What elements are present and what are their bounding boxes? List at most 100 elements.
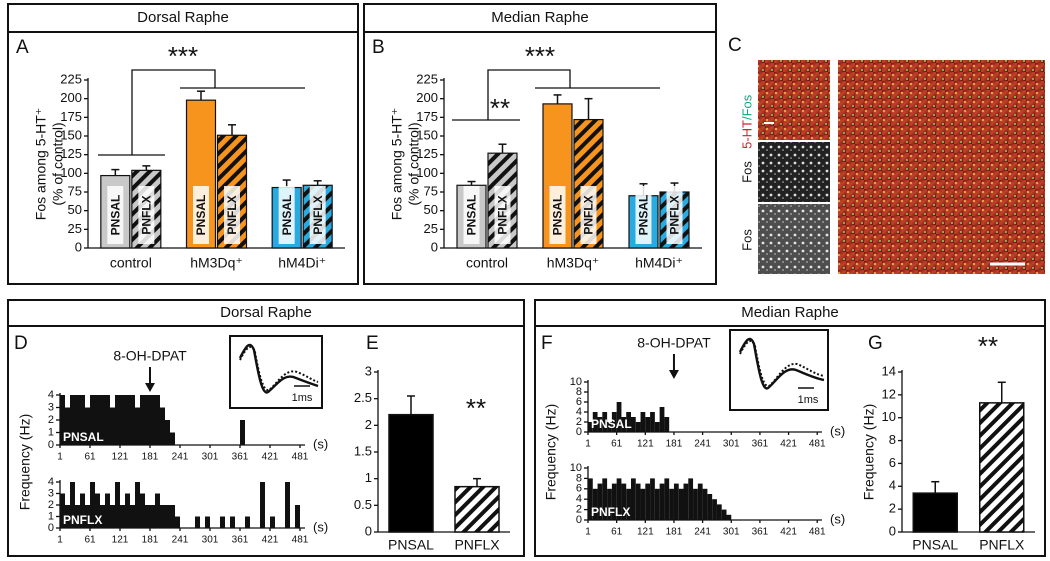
hist-bar (110, 407, 115, 445)
x-tick-label: 301 (202, 535, 219, 546)
y-tick-label: 4 (576, 406, 582, 418)
y-tick-label: 3 (48, 487, 54, 499)
x-tick-label: 361 (232, 452, 249, 463)
series-label: PNFLX (225, 195, 239, 234)
hist-bar (165, 420, 170, 445)
hist-bar (205, 516, 210, 528)
hist-bar (160, 505, 165, 528)
y-tick-label: 2.5 (354, 390, 372, 405)
hist-bar (716, 504, 722, 520)
y-tick-label: 8 (576, 472, 582, 484)
series-label: PNFLX (140, 195, 154, 234)
significance: *** (168, 41, 198, 71)
inset-box (729, 329, 829, 411)
hist-bar (650, 412, 655, 432)
hist-bar (100, 395, 105, 445)
hist-bar (85, 407, 90, 445)
x-tick-label: 121 (637, 439, 654, 450)
x-axis-label: (s) (313, 519, 328, 534)
hist-bar (607, 488, 612, 520)
hist-bar (75, 505, 80, 528)
y-tick-label: 1 (365, 470, 372, 485)
hist-bar (140, 493, 145, 528)
y-tick-label: 75 (424, 183, 438, 198)
y-tick-label: 10 (570, 462, 582, 474)
y-tick-label: 8 (576, 386, 582, 398)
significance: ** (490, 93, 510, 123)
y-tick-label: 4 (889, 478, 896, 493)
micrograph (758, 60, 830, 140)
x-tick-label: 1 (585, 527, 591, 538)
x-tick-label: 181 (142, 452, 159, 463)
hist-bar (683, 483, 689, 520)
hist-bar (588, 478, 593, 520)
hist-bar (616, 402, 622, 432)
panel-header: Median Raphe (741, 304, 839, 321)
hist-bar (240, 420, 245, 445)
series-label: PNFLX (311, 195, 325, 234)
hist-bar (650, 478, 655, 520)
x-tick-label: hM3Dq⁺ (190, 255, 243, 271)
hist-bar (635, 422, 641, 432)
x-tick-label: PNSAL (388, 537, 434, 553)
image-label: /Fos (739, 94, 754, 120)
series-label: PNFLX (668, 195, 682, 234)
series-label: PNSAL (280, 195, 294, 236)
x-tick-label: PNSAL (912, 537, 958, 553)
x-tick-label: 301 (723, 439, 740, 450)
micrograph (758, 204, 830, 274)
hist-bar (125, 493, 130, 528)
y-tick-label: 6 (889, 455, 896, 470)
panel-box (363, 3, 717, 285)
hist-bar (125, 395, 130, 445)
y-tick-label: 100 (416, 165, 438, 180)
hist-bar (145, 505, 150, 528)
hist-bar (70, 482, 75, 528)
hist-bar (630, 417, 636, 432)
y-tick-label: 10 (570, 376, 582, 388)
hist-bar (120, 395, 125, 445)
panel-box (7, 3, 359, 285)
y-tick-label: 14 (882, 363, 896, 378)
y-tick-label: 150 (60, 127, 82, 142)
x-tick-label: 181 (142, 535, 159, 546)
hist-bar (295, 505, 300, 528)
y-tick-label: 175 (416, 109, 438, 124)
arrow-head (145, 383, 155, 392)
hist-bar (664, 417, 670, 432)
hist-bar (640, 488, 646, 520)
bracket (487, 69, 571, 120)
significance: ** (466, 393, 486, 423)
hist-bar (611, 483, 617, 520)
y-tick-label: 75 (68, 183, 82, 198)
y-tick-label: 4 (48, 389, 54, 401)
bar-label-bg (138, 186, 155, 244)
y-tick-label: 50 (424, 202, 438, 217)
y-tick-label: 0 (365, 523, 372, 538)
y-tick-label: 25 (68, 221, 82, 236)
panel-letter: C (728, 35, 742, 56)
hist-bar (659, 407, 665, 432)
significance: *** (525, 41, 555, 71)
panel-box (534, 299, 1046, 557)
hist-bar (721, 509, 727, 520)
y-tick-label: 25 (424, 221, 438, 236)
annotation: 8-OH-DPAT (113, 348, 187, 364)
hist-bar (110, 505, 115, 528)
bar-label-bg (549, 186, 566, 244)
x-tick-label: 1 (57, 452, 63, 463)
x-tick-label: 421 (262, 535, 279, 546)
x-tick-label: 361 (232, 535, 249, 546)
y-tick-label: 4 (48, 476, 54, 488)
y-tick-label: 0 (576, 514, 582, 526)
series-label: PNSAL (194, 195, 208, 236)
hist-bar (130, 395, 135, 445)
x-tick-label: 481 (809, 527, 826, 538)
inset-scale: 1ms (292, 392, 313, 404)
bar-label-bg (580, 186, 597, 244)
hist-bar (607, 422, 612, 432)
x-tick-label: 421 (780, 527, 797, 538)
x-tick-label: 301 (202, 452, 219, 463)
x-tick-label: 241 (694, 439, 711, 450)
